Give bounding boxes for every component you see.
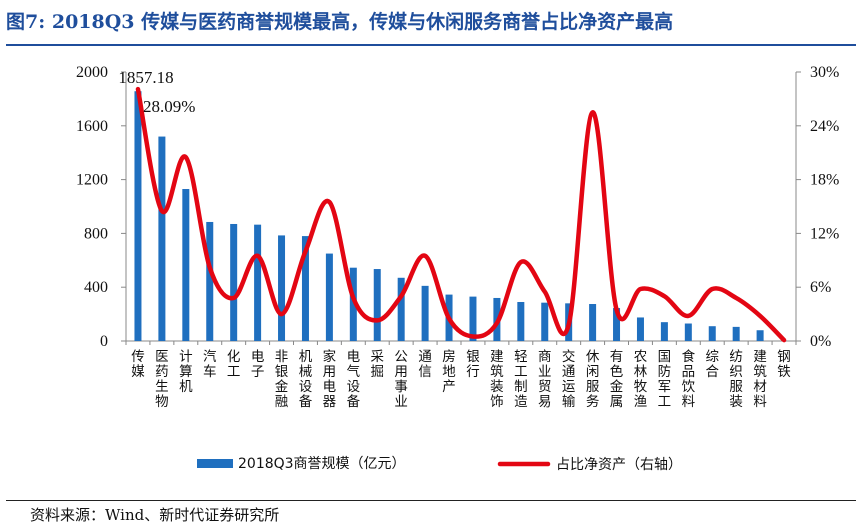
category-label: 传媒 (131, 349, 145, 380)
bar (134, 91, 142, 341)
category-label: 非银金融 (275, 349, 289, 410)
left-tick-label: 0 (100, 333, 108, 350)
bar (756, 330, 764, 341)
bar (230, 223, 238, 341)
bar (301, 236, 309, 341)
bar (254, 224, 262, 341)
bar (613, 308, 621, 341)
category-label: 化工 (227, 349, 241, 380)
right-tick-label: 6% (810, 279, 831, 296)
bar (732, 326, 740, 341)
legend-bar-label: 2018Q3商誉规模（亿元） (238, 456, 406, 472)
bar (397, 277, 405, 341)
right-tick-label: 30% (810, 64, 839, 81)
category-label: 有色金属 (610, 349, 624, 410)
bar-series (134, 91, 764, 341)
legend-bar-swatch (197, 459, 233, 468)
bar (349, 267, 357, 341)
left-tick-label: 1600 (76, 118, 108, 135)
right-tick-label: 18% (810, 172, 839, 189)
axes: 0 400 800 1200 1600 2000 0% 6% 12% 18% 24% 30% (76, 64, 839, 350)
chart-title: 图7: 2018Q3 传媒与医药商誉规模最高，传媒与休闲服务商誉占比净资产最高 (6, 11, 674, 33)
data-labels: 1857.18 28.09% (118, 68, 195, 116)
bar (182, 189, 190, 341)
category-labels: 传媒医药生物计算机汽车化工电子非银金融机械设备家用电器电气设备采掘公用事业通信房… (131, 348, 791, 410)
category-label: 交通运输 (562, 348, 576, 410)
category-label: 休闲服务 (586, 349, 600, 410)
source-note: 资料来源：Wind、新时代证券研究所 (30, 506, 280, 524)
category-label: 采掘 (371, 349, 385, 380)
bar (660, 322, 668, 341)
bar (636, 317, 644, 341)
category-label: 电子 (251, 349, 265, 380)
category-label: 国防军工 (658, 349, 672, 410)
category-label: 农林牧渔 (634, 349, 648, 410)
source-divider (6, 500, 856, 501)
left-tick-label: 800 (84, 225, 108, 242)
left-tick-label: 2000 (76, 64, 108, 81)
category-label: 轻工制造 (514, 349, 528, 410)
title-divider (6, 44, 856, 46)
category-label: 医药生物 (155, 349, 169, 410)
bar (469, 296, 477, 341)
category-label: 建筑装饰 (490, 349, 504, 410)
category-label: 通信 (418, 349, 432, 380)
bar (421, 285, 429, 341)
bar (589, 304, 597, 341)
category-label: 商业贸易 (538, 349, 552, 410)
bar (158, 136, 166, 341)
category-label: 银行 (466, 349, 480, 380)
line-data-label: 28.09% (143, 97, 195, 116)
category-label: 电气设备 (347, 349, 361, 410)
left-tick-label: 1200 (76, 172, 108, 189)
category-label: 食品饮料 (682, 348, 696, 410)
category-label: 家用电器 (323, 348, 337, 410)
category-label: 机械设备 (299, 349, 313, 410)
right-tick-label: 12% (810, 225, 839, 242)
category-label: 综合 (706, 349, 720, 380)
category-label: 公用事业 (394, 349, 408, 410)
legend: 2018Q3商誉规模（亿元） 占比净资产（右轴） (197, 456, 682, 473)
line-series (135, 86, 787, 343)
left-tick-label: 400 (84, 279, 108, 296)
bar (325, 253, 333, 341)
bar (206, 221, 214, 341)
category-label: 建筑材料 (753, 349, 767, 410)
right-tick-label: 24% (810, 118, 839, 135)
category-label: 纺织服装 (729, 349, 743, 410)
legend-line-label: 占比净资产（右轴） (556, 457, 682, 473)
bar (517, 301, 525, 341)
category-label: 房地产 (442, 349, 456, 395)
right-tick-label: 0% (810, 333, 831, 350)
bar (278, 235, 286, 341)
bar (373, 269, 381, 341)
bar (541, 302, 549, 341)
category-label: 汽车 (203, 349, 217, 380)
bar (684, 323, 692, 341)
category-label: 钢铁 (777, 349, 791, 380)
bar-data-label: 1857.18 (118, 68, 173, 87)
bar (708, 326, 716, 341)
category-label: 计算机 (179, 349, 193, 395)
